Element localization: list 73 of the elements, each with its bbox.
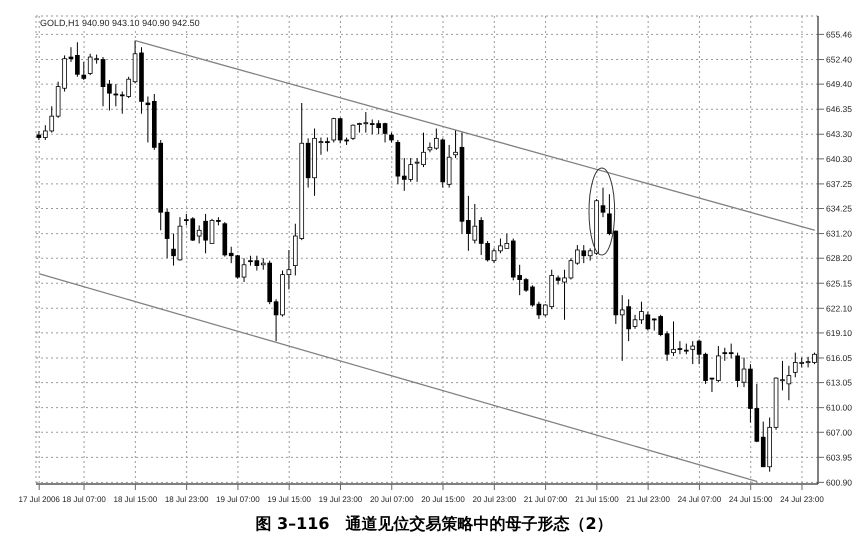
text: 图 3–116 通道见位交易策略中的母子形态（2） xyxy=(254,514,614,535)
candlestick xyxy=(331,117,336,143)
y-tick-label: 655.46 xyxy=(826,29,852,40)
candlestick xyxy=(228,246,234,264)
x-tick-label: 20 Jul 15:00 xyxy=(421,495,466,504)
x-tick-label: 24 Jul 07:00 xyxy=(678,495,722,504)
x-tick-label: 19 Jul 23:00 xyxy=(318,495,363,504)
candlestick xyxy=(184,213,189,226)
x-tick-label: 24 Jul 23:00 xyxy=(780,495,824,504)
y-tick-label: 607.00 xyxy=(826,427,852,438)
candlestick xyxy=(88,53,93,76)
candlestick xyxy=(81,61,86,81)
y-tick-label: 643.30 xyxy=(826,129,852,140)
x-tick-label: 21 Jul 07:00 xyxy=(524,495,568,504)
x-tick-label: 19 Jul 15:00 xyxy=(267,495,312,504)
candlestick xyxy=(478,216,484,256)
y-tick-label: 622.10 xyxy=(826,303,852,314)
candlestick xyxy=(728,343,734,359)
y-tick-label: 613.05 xyxy=(826,378,852,388)
candlestick xyxy=(114,84,118,107)
x-tick-label: 20 Jul 07:00 xyxy=(370,495,414,504)
candlestick xyxy=(408,158,414,182)
annotation: GOLD,H1 940.90 943.10 940.90 942.50 xyxy=(40,18,200,28)
y-tick-label: 637.25 xyxy=(826,178,852,189)
candlestick xyxy=(658,314,663,337)
y-tick-label: 631.20 xyxy=(826,228,852,239)
candlestick xyxy=(350,124,356,140)
candlestick xyxy=(690,340,696,365)
y-tick-label: 625.15 xyxy=(826,278,852,288)
y-tick-label: 628.20 xyxy=(826,253,852,264)
y-tick-label: 640.30 xyxy=(826,154,852,164)
candlestick xyxy=(581,244,586,264)
candlestick xyxy=(434,128,439,150)
candlestick xyxy=(36,130,42,140)
x-tick-label: 21 Jul 15:00 xyxy=(575,495,620,504)
x-tick-label: 18 Jul 23:00 xyxy=(164,495,209,504)
y-tick-label: 616.05 xyxy=(826,352,852,363)
y-tick-label: 619.10 xyxy=(826,328,852,338)
candlestick xyxy=(402,158,407,192)
y-tick-label: 610.00 xyxy=(826,402,852,413)
candlestick xyxy=(43,124,48,140)
candlestick xyxy=(190,216,196,242)
candlestick xyxy=(722,347,728,362)
x-tick-label: 20 Jul 23:00 xyxy=(472,495,517,504)
candlestick xyxy=(792,352,798,378)
x-tick-label: 24 Jul 15:00 xyxy=(728,495,774,504)
candlestick xyxy=(196,224,202,244)
candlestick xyxy=(338,117,343,144)
candlestick xyxy=(607,194,612,236)
x-tick-label: 17 Jul 2006 xyxy=(18,495,60,504)
candlestick xyxy=(49,106,54,134)
y-tick-label: 646.35 xyxy=(826,104,852,114)
candlestick xyxy=(357,122,362,134)
y-tick-label: 634.25 xyxy=(826,204,852,214)
candlestick xyxy=(428,142,432,153)
candlestick xyxy=(799,357,804,368)
candlestick xyxy=(542,304,548,318)
candlestick xyxy=(370,118,375,135)
x-tick-label: 21 Jul 23:00 xyxy=(626,495,670,504)
x-tick-label: 18 Jul 07:00 xyxy=(62,495,106,504)
candlestick xyxy=(389,132,394,143)
candlestick xyxy=(620,294,625,362)
candlestick xyxy=(146,96,150,143)
y-tick-label: 652.40 xyxy=(826,54,852,65)
candlestick xyxy=(260,258,266,270)
x-tick-label: 19 Jul 07:00 xyxy=(216,495,260,504)
candlestick xyxy=(472,204,478,244)
candlestick xyxy=(652,318,657,331)
y-tick-label: 649.40 xyxy=(826,79,852,90)
candlestick xyxy=(588,248,592,262)
y-tick-label: 603.95 xyxy=(826,452,852,462)
y-tick-label: 600.90 xyxy=(826,477,852,488)
x-tick-label: 18 Jul 15:00 xyxy=(114,495,158,504)
